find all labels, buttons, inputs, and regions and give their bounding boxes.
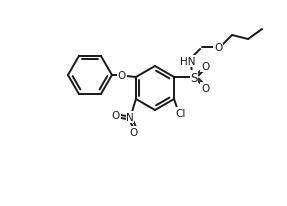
Text: Cl: Cl — [176, 109, 186, 118]
Text: O: O — [118, 71, 126, 81]
Text: N: N — [126, 112, 134, 122]
Text: HN: HN — [180, 57, 196, 67]
Text: O: O — [112, 110, 120, 121]
Text: S: S — [190, 71, 198, 84]
Text: O: O — [201, 62, 209, 72]
Text: O: O — [201, 84, 209, 94]
Text: O: O — [214, 43, 222, 53]
Text: O: O — [130, 127, 138, 137]
